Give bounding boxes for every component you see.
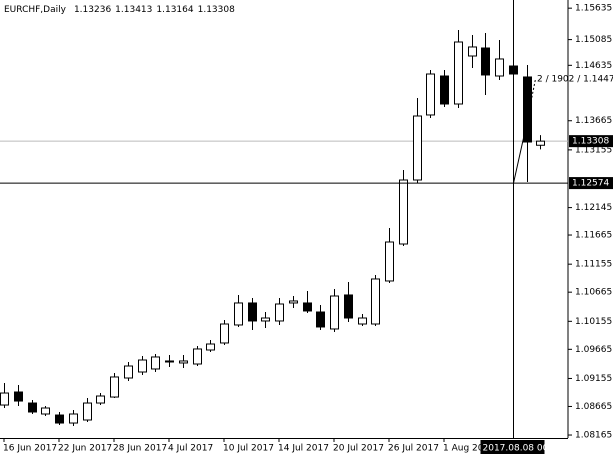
candle-body [385,241,394,282]
current-price-label-box [569,135,613,148]
crosshair-price-label: 1.12574 [572,179,609,189]
candle-body [426,73,435,116]
y-tick-label: 1.10665 [575,288,612,298]
candle-body [41,407,50,415]
candle-body [138,359,147,373]
ruler-line [513,128,526,184]
candle-body [28,402,37,413]
candle-body [248,302,257,322]
candle-body [413,115,422,181]
candle-body [523,76,532,143]
x-tick-label: 20 Jul 2017 [333,444,384,454]
y-tick-label: 1.09665 [575,345,612,355]
y-tick-label: 1.15085 [575,35,612,45]
candle-body [371,278,380,325]
y-tick-label: 1.09155 [575,374,612,384]
y-tick-label: 1.13665 [575,116,612,126]
candle-body [289,300,298,304]
y-tick-label: 1.11155 [575,260,612,270]
candle-body [179,360,188,364]
y-tick-label: 1.11665 [575,231,612,241]
chart-title: EURCHF,Daily 1.13236 1.13413 1.13164 1.13308 [4,5,235,15]
candle-body [330,295,339,330]
candle-body [206,343,215,351]
candle-body [96,395,105,404]
x-tick-label: 16 Jun 2017 [3,444,57,454]
x-tick-label: 28 Jun 2017 [113,444,167,454]
candle-body [14,391,23,402]
x-tick-label: 4 Jul 2017 [168,444,213,454]
candle-body [303,302,312,312]
candle-body [234,302,243,326]
y-tick-label: 1.12145 [575,203,612,213]
candle-body [440,75,449,105]
candle-body [358,317,367,325]
candle-body [468,46,477,57]
candle-body [495,58,504,77]
candle-body [0,392,9,406]
crosshair-date-box [480,440,545,454]
candle-body [344,294,353,319]
x-tick-label: 10 Jul 2017 [223,444,274,454]
candle-body [55,414,64,424]
candle-body [69,413,78,424]
x-tick-label: 22 Jun 2017 [58,444,112,454]
candle-body [261,317,270,322]
candle-body [536,140,545,146]
x-tick-label: 1 Aug 2017 [443,444,495,454]
candle-body [124,365,133,379]
candle-body [481,47,490,76]
candle-body [454,41,463,105]
candle-body [399,179,408,245]
x-tick-label: 14 Jul 2017 [278,444,329,454]
symbol: EURCHF,Daily [4,5,67,15]
ruler-line [525,78,536,130]
candle-body [275,303,284,322]
ohlc-low: 1.13164 [156,5,193,15]
candle-body [220,323,229,344]
ohlc-close: 1.13308 [198,5,235,15]
ruler-annotation: 2 / 1902 / 1.14476 [537,75,613,85]
crosshair-price-label-box [569,177,613,190]
ohlc-high: 1.13413 [115,5,152,15]
x-tick-label: 26 Jul 2017 [388,444,439,454]
ohlc-open: 1.13236 [74,5,111,15]
y-tick-label: 1.13155 [575,145,612,155]
y-tick-label: 1.14635 [575,61,612,71]
y-tick-label: 1.08665 [575,402,612,412]
candle-body [316,311,325,328]
candle-body [83,402,92,421]
candle-body [110,376,119,398]
current-price-label: 1.13308 [572,137,609,147]
crosshair-date-label: 2017.08.08 00:00 [483,444,564,454]
candle-body [165,360,174,363]
y-tick-label: 1.10155 [575,317,612,327]
candle-body [151,356,160,370]
y-tick-label: 1.08165 [575,431,612,441]
candle-body [193,348,202,365]
y-tick-label: 1.15635 [575,4,612,14]
